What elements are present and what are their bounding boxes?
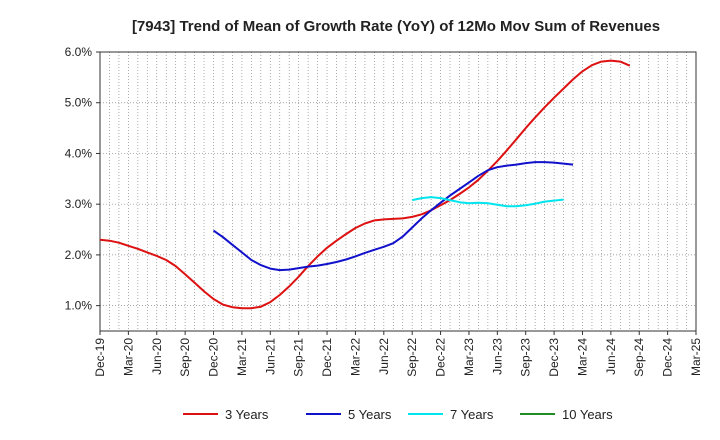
- x-tick-label: Jun-20: [150, 338, 164, 375]
- x-tick-label: Jun-22: [377, 338, 391, 375]
- x-tick-label: Dec-24: [661, 338, 675, 377]
- x-tick-label: Jun-23: [490, 338, 504, 375]
- x-tick-label: Mar-23: [462, 338, 476, 376]
- x-tick-label: Mar-21: [235, 338, 249, 376]
- x-tick-label: Dec-21: [320, 338, 334, 377]
- y-tick-label: 6.0%: [65, 45, 93, 59]
- x-tick-label: Sep-22: [405, 338, 419, 377]
- x-tick-label: Jun-24: [604, 338, 618, 375]
- series-line-7-years: [411, 196, 564, 208]
- x-tick-label: Jun-21: [263, 338, 277, 375]
- x-tick-label: Sep-20: [178, 338, 192, 377]
- x-tick-label: Mar-25: [689, 338, 703, 376]
- y-axis-ticks: 1.0% 2.0% 3.0% 4.0% 5.0% 6.0%: [65, 45, 100, 313]
- x-axis-ticks: Dec-19 Mar-20 Jun-20 Sep-20 Dec-20 Mar-21 Jun-…: [93, 331, 703, 377]
- y-tick-label: 3.0%: [65, 197, 93, 211]
- y-tick-label: 4.0%: [65, 146, 93, 160]
- legend-label: 5 Years: [348, 407, 392, 422]
- y-tick-label: 5.0%: [65, 96, 93, 110]
- x-tick-label: Mar-24: [575, 338, 589, 376]
- x-tick-label: Dec-20: [207, 338, 221, 377]
- legend: 3 Years 5 Years 7 Years 10 Years: [183, 407, 613, 422]
- x-tick-label: Mar-20: [121, 338, 135, 376]
- x-tick-label: Dec-22: [434, 338, 448, 377]
- x-tick-label: Sep-23: [519, 338, 533, 377]
- legend-label: 10 Years: [562, 407, 613, 422]
- y-tick-label: 1.0%: [65, 299, 93, 313]
- series-lines: [99, 59, 631, 310]
- grid: [100, 52, 696, 331]
- chart-title: [7943] Trend of Mean of Growth Rate (YoY…: [132, 18, 660, 35]
- x-tick-label: Sep-21: [292, 338, 306, 377]
- x-tick-label: Mar-22: [348, 338, 362, 376]
- series-line-3-years: [99, 59, 631, 310]
- legend-label: 3 Years: [225, 407, 269, 422]
- x-tick-label: Dec-19: [93, 338, 107, 377]
- series-line-5-years: [212, 161, 574, 272]
- y-tick-label: 2.0%: [65, 248, 93, 262]
- legend-label: 7 Years: [450, 407, 494, 422]
- plot-frame: [99, 51, 697, 332]
- x-tick-label: Dec-23: [547, 338, 561, 377]
- x-tick-label: Sep-24: [632, 338, 646, 377]
